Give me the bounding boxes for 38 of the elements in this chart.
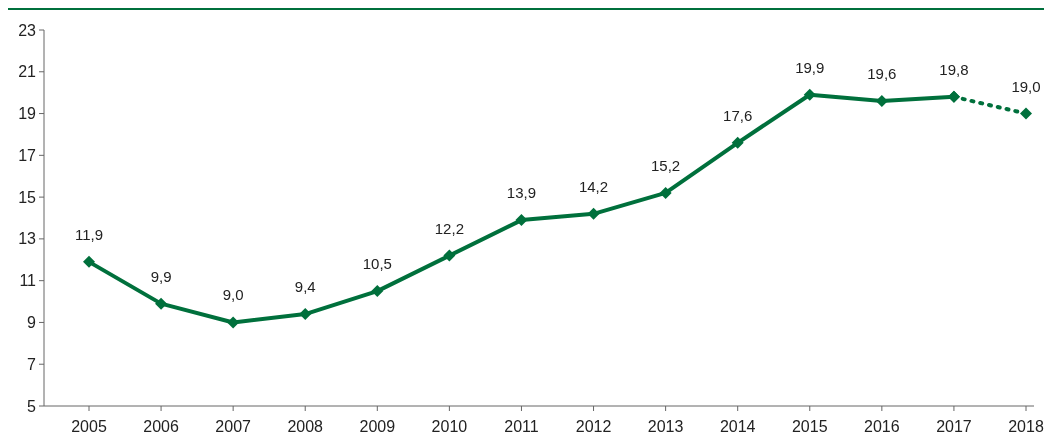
x-tick-label: 2017 [936,418,972,435]
x-tick-label: 2006 [143,418,179,435]
y-tick-label: 15 [18,188,37,206]
data-label: 9,9 [150,267,172,285]
x-tick-label: 2008 [287,418,324,435]
y-tick-label: 5 [27,397,37,415]
x-tick-label: 2007 [215,418,252,435]
x-tick-label: 2010 [431,418,468,435]
y-tick-label: 9 [27,314,37,332]
data-label: 19,0 [1011,77,1041,95]
data-label: 11,9 [74,225,104,243]
data-label: 12,2 [434,219,464,237]
y-tick-label: 13 [18,230,37,248]
data-label: 19,8 [939,60,969,78]
data-label: 14,2 [578,177,609,195]
y-tick-label: 7 [27,355,37,373]
x-tick-label: 2013 [647,418,684,435]
x-tick-label: 2016 [864,418,900,435]
y-tick-label: 21 [18,63,37,81]
x-tick-label: 2014 [719,418,756,435]
x-tick-label: 2005 [71,418,107,435]
y-tick-label: 17 [18,146,37,164]
x-tick-label: 2012 [575,418,612,435]
x-tick-label: 2018 [1008,418,1044,435]
y-tick-label: 23 [18,21,37,39]
data-label: 13,9 [506,184,537,202]
data-label: 10,5 [362,255,392,273]
data-label: 9,0 [222,286,244,304]
x-tick-label: 2015 [791,418,828,435]
data-label: 19,6 [867,65,897,83]
y-tick-label: 19 [18,105,37,123]
y-tick-label: 11 [19,272,37,290]
x-tick-label: 2009 [359,418,396,435]
data-label: 17,6 [723,106,753,124]
x-tick-label: 2011 [504,418,539,435]
data-label: 9,4 [294,278,316,296]
data-label: 19,9 [795,58,825,76]
data-label: 15,2 [651,156,681,174]
